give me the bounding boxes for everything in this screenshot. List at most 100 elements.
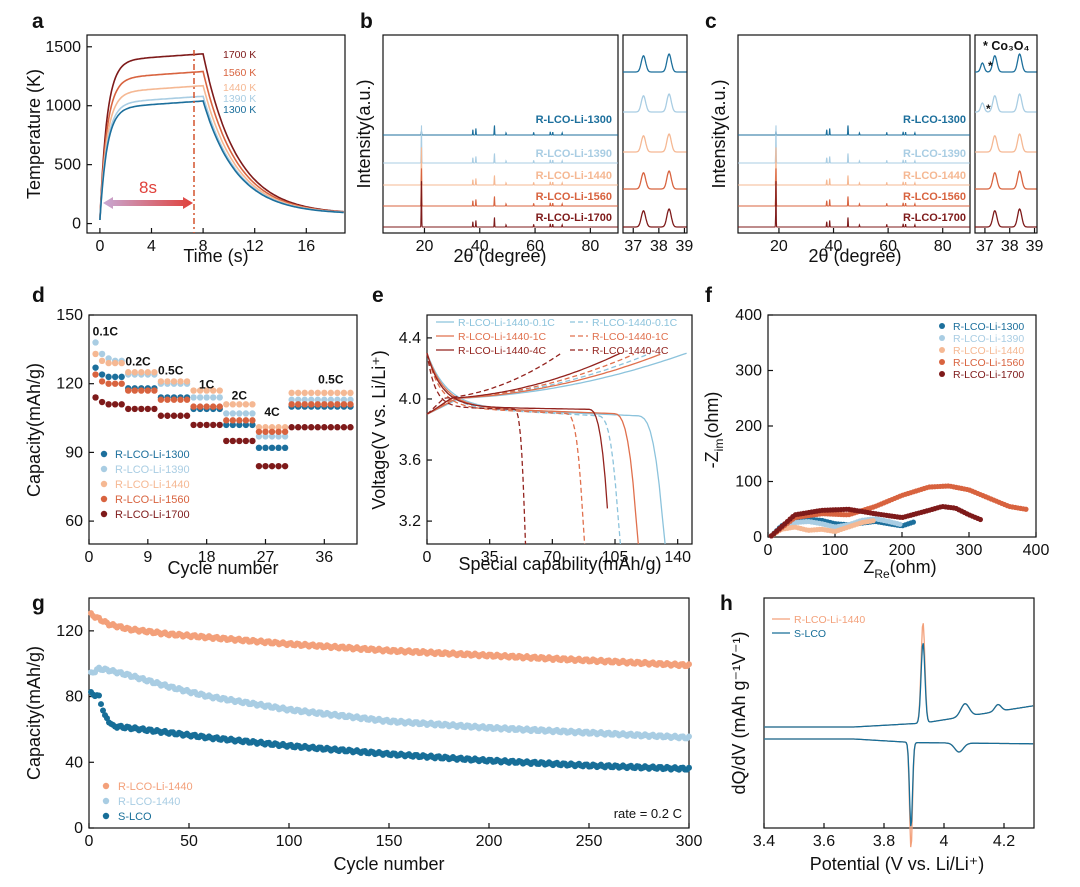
panel-c-series-label: R-LCO-1390 [903,148,966,160]
panel-d-point [203,421,210,429]
panel-c-zoom-ticklabel: 38 [1001,238,1019,255]
panel-d-point [262,428,269,435]
panel-f-legend-label: R-LCO-Li-1700 [953,369,1024,381]
panel-d-point [301,424,308,431]
panel-d-point [92,394,99,401]
panel-c-x-ticklabel: 20 [770,238,788,255]
panel-d-point [294,424,302,431]
panel-d-point [321,389,328,397]
panel-a-x-ticklabel: 16 [297,238,315,255]
panel-d-point [327,424,335,431]
panel-d-point [281,444,289,452]
panel-d-point [340,401,348,408]
panel-d-point [105,355,112,362]
panel-c: c 20 40 60 80 37 38 39 R-LCO-1300R-LCO-1390R-L… [705,10,1044,266]
panel-d-y-ticklabel: 60 [65,513,83,530]
panel-g-legend-label: R-LCO-Li-1440 [118,781,193,793]
panel-d-point [138,405,145,413]
panel-h-x-ticklabel: 3.8 [873,833,895,850]
panel-d-y-ticklabel: 120 [56,376,83,393]
panel-d-point [118,359,125,367]
panel-d-point [144,387,152,394]
panel-h-x-ticklabel: 3.6 [813,833,835,850]
panel-b-series-label: R-LCO-Li-1700 [536,212,612,224]
panel-b-ticks: 20 40 60 80 37 38 39 [416,228,694,255]
panel-a-legend-label: 1300 K [223,104,256,116]
panel-f-legend-label: R-LCO-Li-1440 [953,345,1024,357]
panel-b-xlabel: 2θ (degree) [453,246,546,266]
panel-f-x-ticklabel: 200 [889,542,916,559]
panel-a-ylabel: Temperature (K) [24,69,44,199]
panel-e-y-ticklabel: 4.0 [399,391,421,408]
panel-d-point [92,371,99,378]
panel-f-y-ticklabel: 0 [753,529,762,546]
panel-d-point [236,410,243,417]
panel-f-point [897,521,903,527]
panel-b-zoom-ticklabel: 39 [676,238,694,255]
panel-a-ticks: 0 4 8 12 16 0 500 1000 1500 [45,39,315,255]
panel-g-x-ticklabel: 100 [276,833,303,850]
panel-c-series-label: R-LCO-1440 [903,170,966,182]
panel-c-x-ticklabel: 60 [879,238,897,255]
panel-d-point [334,424,341,431]
panel-e-x-ticklabel: 105 [602,549,629,566]
panel-d-point [347,401,354,408]
panel-d-point [314,396,321,403]
panel-d-point [151,387,158,394]
panel-d-point [105,380,112,387]
panel-g-legend-marker [102,797,110,805]
panel-d-point [223,421,230,429]
panel-d-point [301,396,308,403]
panel-a-y-ticklabel: 1000 [45,98,81,115]
panel-d-point [255,444,263,452]
panel-d-point [281,428,289,435]
panel-d-points [92,339,354,470]
panel-d-point [177,412,184,419]
panel-c-x-ticklabel: 40 [825,238,843,255]
panel-b-series-label: R-LCO-Li-1390 [536,148,612,160]
panel-d-point [255,462,263,470]
panel-d-point [288,396,295,403]
panel-d-point [216,403,223,410]
panel-d-point [131,405,138,413]
panel-b-pattern-4 [383,181,618,228]
panel-f-points [768,483,1029,539]
panel-g-x-ticklabel: 250 [576,833,603,850]
panel-d-point [131,369,138,376]
panel-g-point [100,707,106,714]
panel-e-x-ticklabel: 140 [664,549,691,566]
panel-f-legend-label: R-LCO-Li-1390 [953,333,1024,345]
panel-a-curve-4 [99,100,344,221]
panel-d-point [229,401,237,408]
panel-d-rate-label: 2C [232,389,248,403]
panel-d-point [203,394,210,401]
panel-f-legend-label: R-LCO-Li-1560 [953,357,1024,369]
panel-d-point [223,417,230,424]
panel-g-rate-note: rate = 0.2 C [614,806,682,821]
panel-d-point [125,369,132,376]
panel-f-point [910,519,916,525]
panel-f-legend-marker [939,371,945,377]
panel-d-legend-label: R-LCO-Li-1700 [115,509,190,521]
panel-b-series-label: R-LCO-Li-1440 [536,170,612,182]
panel-a-y-ticklabel: 500 [54,157,81,174]
panel-d-y-ticklabel: 150 [56,307,83,324]
panel-h-discharge-0 [764,738,1034,848]
panel-d-point [249,401,256,408]
panel-d-rate-labels: 0.1C 0.2C 0.5C 1C 2C 4C 0.5C [93,325,344,419]
panel-d-point [164,412,171,419]
panel-d-point [327,401,335,408]
panel-d-point [118,380,125,387]
panel-d-point [275,444,282,452]
panel-c-zoom-ticklabel: 37 [976,238,994,255]
panel-d-point [190,403,197,410]
panel-d-point [196,421,204,429]
panel-d-point [301,389,308,397]
panel-d-point [203,403,210,410]
panel-d-x-ticklabel: 18 [198,549,216,566]
panel-d-point [118,373,125,381]
panel-e-legend-label: R-LCO-Li-1440-1C [458,331,547,343]
panel-d-point [275,462,282,470]
panel-d-rate-label: 0.1C [93,325,119,339]
